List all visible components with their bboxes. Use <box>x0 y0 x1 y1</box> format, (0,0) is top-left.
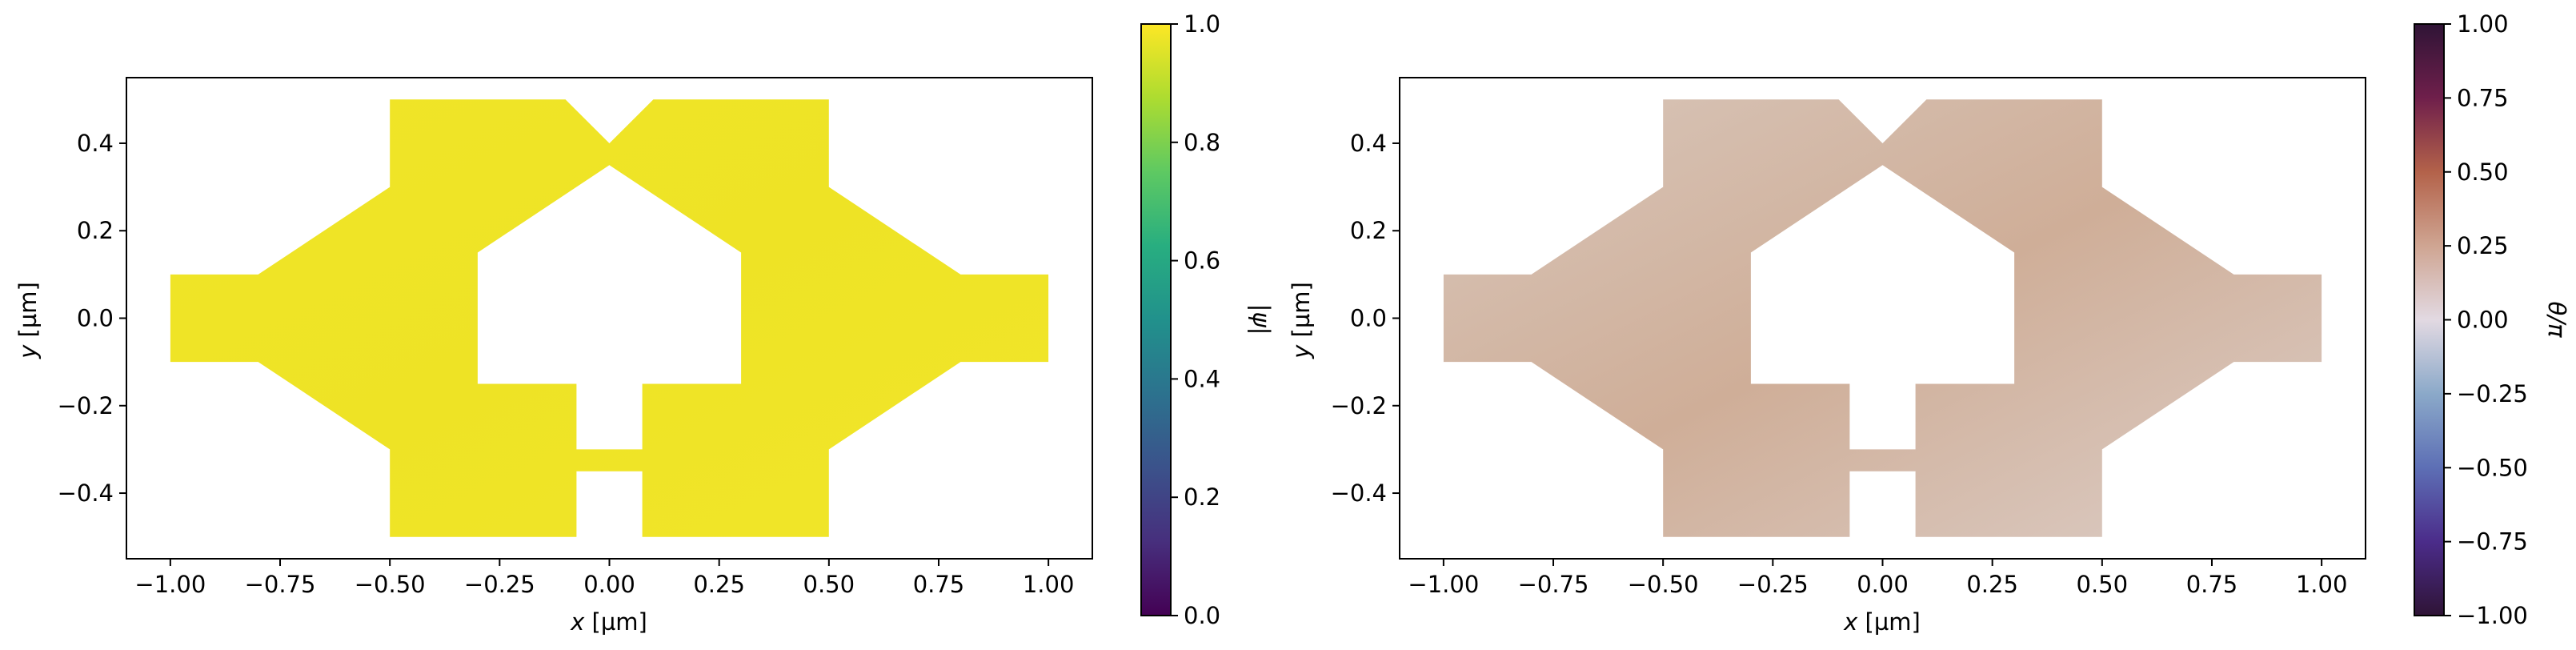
x-axis-label: x [µm] <box>570 608 647 636</box>
plot-area <box>1443 99 2322 537</box>
x-tick-label: −0.75 <box>1518 571 1589 598</box>
y-tick-label: −0.2 <box>1331 392 1387 419</box>
colorbar: 0.0 0.2 0.4 0.6 0.8 1.0 |ψ| <box>1140 10 1275 629</box>
colorbar-gradient <box>2414 23 2445 616</box>
y-axis-ticks: −0.4 −0.2 0.0 0.2 0.4 <box>58 130 126 507</box>
x-tick-label: 0.50 <box>2077 571 2129 598</box>
x-tick-label: 0.00 <box>583 571 635 598</box>
x-tick-label: 0.25 <box>693 571 745 598</box>
colorbar-tick-label: 0.6 <box>1184 247 1220 275</box>
colorbar-tick-label: −1.00 <box>2457 602 2528 629</box>
colorbar-tick-label: −0.50 <box>2457 454 2528 481</box>
colorbar-tick-label: 0.25 <box>2457 232 2509 259</box>
y-tick-label: 0.0 <box>1350 305 1387 332</box>
x-tick-label: −0.50 <box>355 571 426 598</box>
x-tick-label: 0.75 <box>913 571 965 598</box>
phase-panel: −1.00 −0.75 −0.50 −0.25 0.00 0.25 0.50 0.75 1.00… <box>1288 10 2570 636</box>
colorbar-tick-label: −0.75 <box>2457 528 2528 556</box>
colorbar-tick-label: 0.4 <box>1184 365 1220 392</box>
y-tick-label: −0.4 <box>58 479 114 507</box>
y-tick-label: 0.0 <box>77 305 114 332</box>
x-axis-label: x [µm] <box>1843 608 1921 636</box>
x-axis-ticks: −1.00 −0.75 −0.50 −0.25 0.00 0.25 0.50 0.75 1.00 <box>1408 559 2347 598</box>
plot-area <box>170 99 1049 537</box>
y-tick-label: 0.2 <box>1350 217 1387 244</box>
y-tick-label: 0.2 <box>77 217 114 244</box>
y-axis-label: y [µm] <box>1288 282 1315 359</box>
colorbar-label: θ/π <box>2543 302 2570 339</box>
x-tick-label: −0.25 <box>464 571 535 598</box>
colorbar-ticks: −1.00 −0.75 −0.50 −0.25 0.00 0.25 0.50 0.75 1.00 <box>2444 10 2528 629</box>
x-tick-label: −0.50 <box>1628 571 1699 598</box>
psi-magnitude-panel: −1.00 −0.75 −0.50 −0.25 0.00 0.25 0.50 0.75 1.00… <box>14 10 1275 636</box>
colorbar-tick-label: 0.50 <box>2457 158 2509 186</box>
y-tick-label: −0.4 <box>1331 479 1387 507</box>
colorbar-tick-label: 0.75 <box>2457 84 2509 111</box>
x-tick-label: 1.00 <box>2296 571 2348 598</box>
colorbar-tick-label: 0.0 <box>1184 602 1220 629</box>
colorbar-tick-label: −0.25 <box>2457 380 2528 407</box>
x-tick-label: −1.00 <box>1408 571 1479 598</box>
colorbar-gradient <box>1140 23 1172 616</box>
colorbar-tick-label: 1.00 <box>2457 10 2509 38</box>
x-tick-label: 0.50 <box>803 571 855 598</box>
x-tick-label: 0.75 <box>2186 571 2238 598</box>
device-field <box>1443 99 2322 537</box>
colorbar-ticks: 0.0 0.2 0.4 0.6 0.8 1.0 <box>1171 10 1220 629</box>
x-axis-ticks: −1.00 −0.75 −0.50 −0.25 0.00 0.25 0.50 0.75 1.00 <box>134 559 1074 598</box>
y-axis-ticks: −0.4 −0.2 0.0 0.2 0.4 <box>1331 130 1400 507</box>
colorbar-label: |ψ| <box>1248 304 1275 335</box>
y-tick-label: −0.2 <box>58 392 114 419</box>
y-tick-label: 0.4 <box>77 130 114 157</box>
x-tick-label: −1.00 <box>134 571 206 598</box>
x-tick-label: 1.00 <box>1023 571 1075 598</box>
colorbar-tick-label: 1.0 <box>1184 10 1220 38</box>
device-field <box>170 99 1049 537</box>
y-tick-label: 0.4 <box>1350 130 1387 157</box>
y-axis-label: y [µm] <box>14 282 42 359</box>
x-tick-label: 0.25 <box>1966 571 2018 598</box>
x-tick-label: −0.75 <box>245 571 316 598</box>
colorbar: −1.00 −0.75 −0.50 −0.25 0.00 0.25 0.50 0.75 1.00… <box>2414 10 2570 629</box>
x-tick-label: 0.00 <box>1857 571 1909 598</box>
colorbar-tick-label: 0.8 <box>1184 129 1220 156</box>
colorbar-tick-label: 0.2 <box>1184 483 1220 511</box>
x-tick-label: −0.25 <box>1737 571 1809 598</box>
colorbar-tick-label: 0.00 <box>2457 307 2509 334</box>
